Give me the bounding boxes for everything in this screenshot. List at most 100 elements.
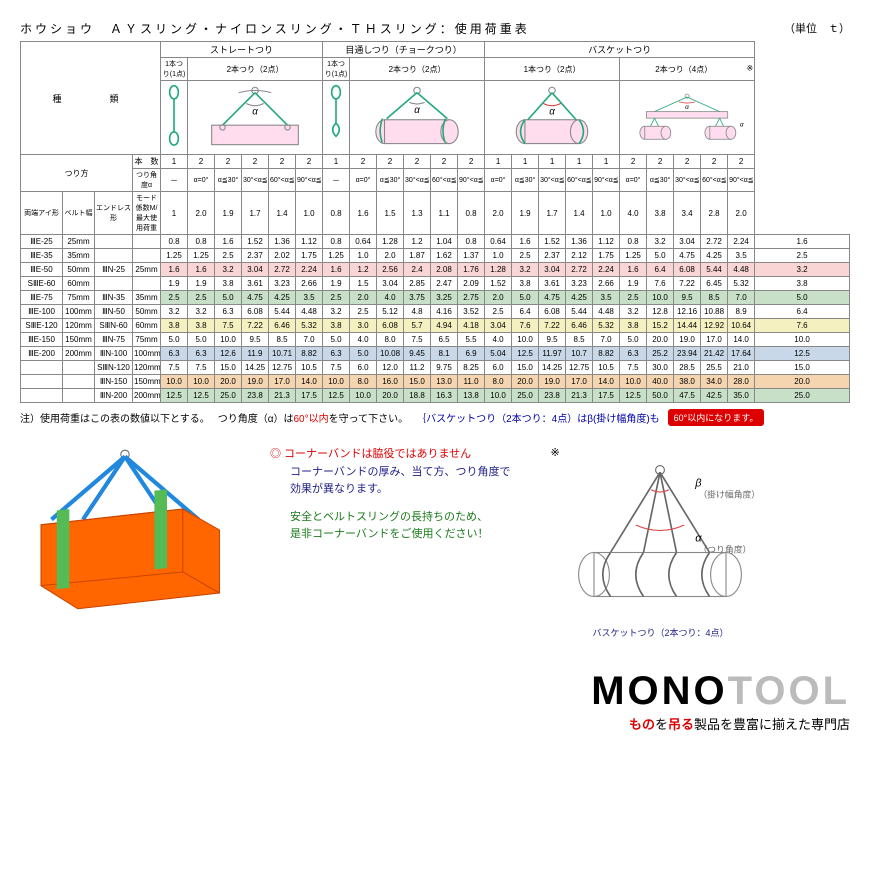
note3: ｛バスケットつり（2本つり：4点）はβ(掛け幅角度)も	[416, 410, 660, 425]
ang: α≦30°	[647, 169, 674, 192]
f: 3.8	[647, 192, 674, 235]
svg-text:（掛け幅角度）: （掛け幅角度）	[699, 489, 761, 500]
ang: 60°<α≦90°	[566, 169, 593, 192]
cat-choke: 目通しつり（チョークつり）	[323, 42, 485, 58]
illust-basket1: α	[485, 81, 620, 155]
sub-s1: 1本つり(1点)	[161, 58, 188, 81]
count-label: 本 数	[133, 155, 161, 169]
cnt: 2	[431, 155, 458, 169]
f: 1.3	[404, 192, 431, 235]
f: 1.4	[566, 192, 593, 235]
svg-text:α: α	[252, 106, 258, 117]
sub-s2a: 2本つり（2点）	[188, 58, 323, 81]
illust-straight1	[161, 81, 188, 155]
ang: α=0°	[620, 169, 647, 192]
factor-hdr: モード係数M/最大使用荷重	[133, 192, 161, 235]
cnt: 2	[242, 155, 269, 169]
cnt: 2	[458, 155, 485, 169]
corner-text: ◎ コーナーバンドは脇役ではありません コーナーバンドの厚み、当て方、つり角度で…	[270, 446, 510, 639]
table-row: SⅢN-120120mm7.57.515.014.2512.7510.57.56…	[21, 361, 850, 375]
illust-basket2: αα	[620, 81, 755, 155]
box-illustration	[20, 446, 230, 639]
illust-straight2: α	[188, 81, 323, 155]
f: 1.9	[512, 192, 539, 235]
svg-text:α: α	[696, 533, 703, 545]
ang: α=0°	[350, 169, 377, 192]
f: 1.5	[377, 192, 404, 235]
note1: 注）使用荷重はこの表の数値以下とする。	[20, 410, 210, 425]
angle-label: つり角度α	[133, 169, 161, 192]
table-row: ⅢN-150150mm10.010.020.019.017.014.010.08…	[21, 375, 850, 389]
table-row: ⅢE-100100mmⅢN-5050mm3.23.26.36.085.444.4…	[21, 305, 850, 319]
ang: α=0°	[188, 169, 215, 192]
method-label: つり方	[21, 155, 133, 192]
cnt: 2	[728, 155, 755, 169]
f: 2.8	[701, 192, 728, 235]
cnt: 1	[323, 155, 350, 169]
f: 2.0	[485, 192, 512, 235]
sub-c2: 2本つり（2点）	[350, 58, 485, 81]
ang: 60°<α≦90°	[431, 169, 458, 192]
ang: 30°<α≦60°	[404, 169, 431, 192]
f: 1.1	[431, 192, 458, 235]
type-header: 種 類	[21, 42, 161, 155]
sub-b2: 2本つり（4点）※	[620, 58, 755, 81]
ang: 30°<α≦60°	[539, 169, 566, 192]
cnt: 2	[350, 155, 377, 169]
ang: 90°<α≦120°	[728, 169, 755, 192]
svg-text:α: α	[414, 105, 420, 116]
endless-hdr: エンドレス形	[95, 192, 133, 235]
sub-c1: 1本つり(1点)	[323, 58, 350, 81]
cnt: 2	[269, 155, 296, 169]
svg-text:β: β	[695, 478, 703, 490]
belt-hdr: ベルト幅	[63, 192, 95, 235]
cnt: 2	[701, 155, 728, 169]
svg-text:α: α	[740, 121, 744, 128]
cat-basket: バスケットつり	[485, 42, 755, 58]
f: 2.0	[728, 192, 755, 235]
illust-choke1	[323, 81, 350, 155]
cnt: 2	[215, 155, 242, 169]
unit-label: （単位 ｔ）	[784, 20, 850, 37]
svg-text:α: α	[685, 104, 689, 111]
table-row: SⅢE-6060mm1.91.93.83.613.232.661.91.53.0…	[21, 277, 850, 291]
load-table: 種 類 ストレートつり 目通しつり（チョークつり） バスケットつり 1本つり(1…	[20, 41, 850, 403]
cnt: 1	[512, 155, 539, 169]
ang: 30°<α≦60°	[674, 169, 701, 192]
f: 2.0	[188, 192, 215, 235]
cnt: 1	[161, 155, 188, 169]
cnt: 2	[188, 155, 215, 169]
table-row: SⅢE-120120mmSⅢN-6060mm3.83.87.57.226.465…	[21, 319, 850, 333]
cat-straight: ストレートつり	[161, 42, 323, 58]
sub-b1: 1本つり（2点）	[485, 58, 620, 81]
f: 3.4	[674, 192, 701, 235]
cnt: 1	[593, 155, 620, 169]
eye-hdr: 両端アイ形	[21, 192, 63, 235]
ang: 30°<α≦60°	[242, 169, 269, 192]
badge-60: 60°以内になります。	[668, 409, 765, 426]
cnt: 2	[377, 155, 404, 169]
svg-text:α: α	[549, 106, 555, 117]
f: 1.0	[296, 192, 323, 235]
cnt: 2	[404, 155, 431, 169]
ang: α≦30°	[215, 169, 242, 192]
page-title: ホウショウ ＡＹスリング・ナイロンスリング・ＴＨスリング：使用荷重表	[20, 20, 530, 37]
ang: α≦30°	[512, 169, 539, 192]
cnt: 2	[674, 155, 701, 169]
cnt: 1	[566, 155, 593, 169]
f: 1.9	[215, 192, 242, 235]
ang: 90°<α≦120°	[296, 169, 323, 192]
table-row: ⅢE-150150mmⅢN-7575mm5.05.010.09.58.57.05…	[21, 333, 850, 347]
note2: つり角度（α）は60°以内を守って下さい。	[218, 410, 408, 425]
f: 1.7	[242, 192, 269, 235]
table-row: ⅢE-3535mm1.251.252.52.372.021.751.251.02…	[21, 249, 850, 263]
ang: －	[323, 169, 350, 192]
cnt: 2	[296, 155, 323, 169]
ang: 60°<α≦90°	[269, 169, 296, 192]
basket-diagram: ※ β（掛け幅角度）α（つり角度） バスケットつり（2本つり：4点）	[550, 446, 770, 639]
f: 0.8	[323, 192, 350, 235]
table-row: ⅢN-200200mm12.512.525.023.821.317.512.51…	[21, 389, 850, 403]
cnt: 1	[485, 155, 512, 169]
table-row: ⅢE-200200mmⅢN-100100mm6.36.312.611.910.7…	[21, 347, 850, 361]
ang: 90°<α≦120°	[458, 169, 485, 192]
